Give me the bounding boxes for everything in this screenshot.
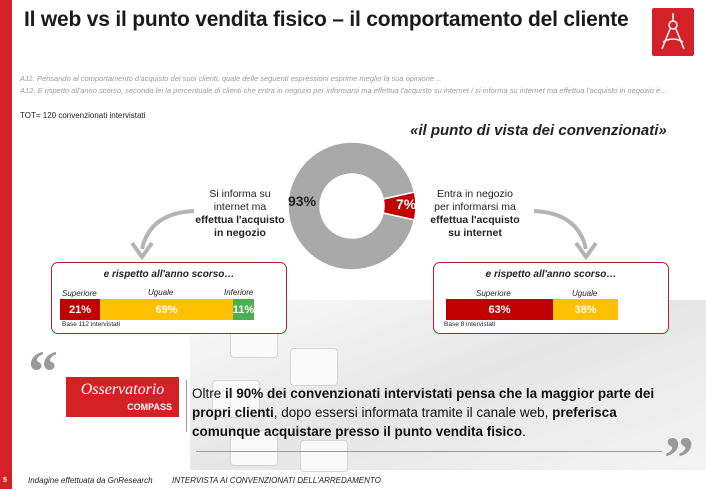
question-a12: A12. E rispetto all'anno scorso, secondo… (20, 86, 668, 95)
sample-total: TOT= 120 convenzionati intervistati (20, 111, 146, 120)
divider-vertical (186, 380, 187, 432)
point-of-view-title: «il punto di vista dei convenzionati» (410, 122, 667, 139)
question-a11: A11. Pensando al comportamento d'acquist… (20, 74, 442, 83)
right-label-line: per informarsi ma (434, 201, 516, 213)
right-box-title: e rispetto all'anno scorso… (485, 269, 617, 280)
conclusion-part: . (522, 424, 526, 439)
left-box-title: e rispetto all'anno scorso… (103, 269, 235, 280)
bar-segment-uguale: 38% (553, 299, 618, 320)
right-comparison-box: e rispetto all'anno scorso… Superiore Ug… (433, 262, 669, 334)
bar-segment-superiore: 21% (60, 299, 100, 320)
donut-chart (287, 141, 417, 271)
logo-line-1: Osservatorio (80, 381, 165, 398)
left-cat-superiore: Superiore (62, 289, 97, 298)
bar-segment-uguale: 69% (100, 299, 233, 320)
osservatorio-compass-logo: Osservatorio COMPASS (66, 377, 179, 417)
left-label-line: in negozio (214, 227, 266, 239)
compass-logo-icon (661, 13, 685, 50)
right-cat-superiore: Superiore (476, 289, 511, 298)
left-segment-label: Si informa su internet ma effettua l'acq… (190, 188, 290, 240)
right-base-note: Base 8 intervistati (444, 321, 496, 328)
donut-label-93: 93% (288, 193, 317, 209)
left-accent-bar (0, 0, 12, 489)
left-label-line: Si informa su (209, 188, 271, 200)
logo-line-2: COMPASS (127, 402, 172, 412)
left-base-note: Base 112 intervistati (62, 321, 121, 328)
conclusion-bold: il 90% dei convenzionati intervistati pe… (192, 386, 655, 420)
right-cat-uguale: Uguale (572, 289, 598, 298)
left-comparison-box: e rispetto all'anno scorso… Superiore Ug… (51, 262, 287, 334)
conclusion-bold: preferisca comunque acquistare presso il… (192, 405, 617, 439)
left-label-line: internet ma (213, 201, 267, 213)
compass-logo (652, 8, 694, 56)
right-label-line: Entra in negozio (437, 188, 513, 200)
keyboard-key (290, 348, 338, 386)
keyboard-key (212, 380, 260, 418)
page-title: Il web vs il punto vendita fisico – il c… (24, 8, 629, 31)
keyboard-key (300, 440, 348, 472)
footer-source: Indagine effettuata da GnResearch (28, 476, 153, 485)
left-cat-inferiore: Inferiore (224, 288, 254, 297)
bar-segment-superiore: 63% (446, 299, 553, 320)
right-label-line: effettua l'acquisto (430, 214, 520, 226)
right-label-line: su internet (448, 227, 502, 239)
left-curved-arrow-icon (130, 209, 195, 260)
page-number: 5 (3, 477, 7, 484)
donut-slice-web-then-store (287, 141, 416, 271)
open-quote-mark: “ (28, 339, 58, 405)
footer-survey: INTERVISTA AI CONVENZIONATI DELL'ARREDAM… (172, 476, 381, 485)
right-segment-label: Entra in negozio per informarsi ma effet… (420, 188, 530, 240)
donut-label-7: 7% (396, 196, 417, 212)
divider-horizontal (196, 451, 662, 452)
conclusion-text: Oltre il 90% dei convenzionati intervist… (192, 384, 672, 441)
keyboard-key (230, 430, 278, 466)
bar-segment-inferiore: 11% (233, 299, 254, 320)
close-quote-mark: ” (664, 425, 694, 491)
conclusion-part: , dopo essersi informata tramite il cana… (273, 405, 553, 420)
conclusion-part: Oltre (192, 386, 226, 401)
right-curved-arrow-icon (533, 209, 598, 260)
left-cat-uguale: Uguale (148, 288, 174, 297)
left-label-line: effettua l'acquisto (195, 214, 285, 226)
